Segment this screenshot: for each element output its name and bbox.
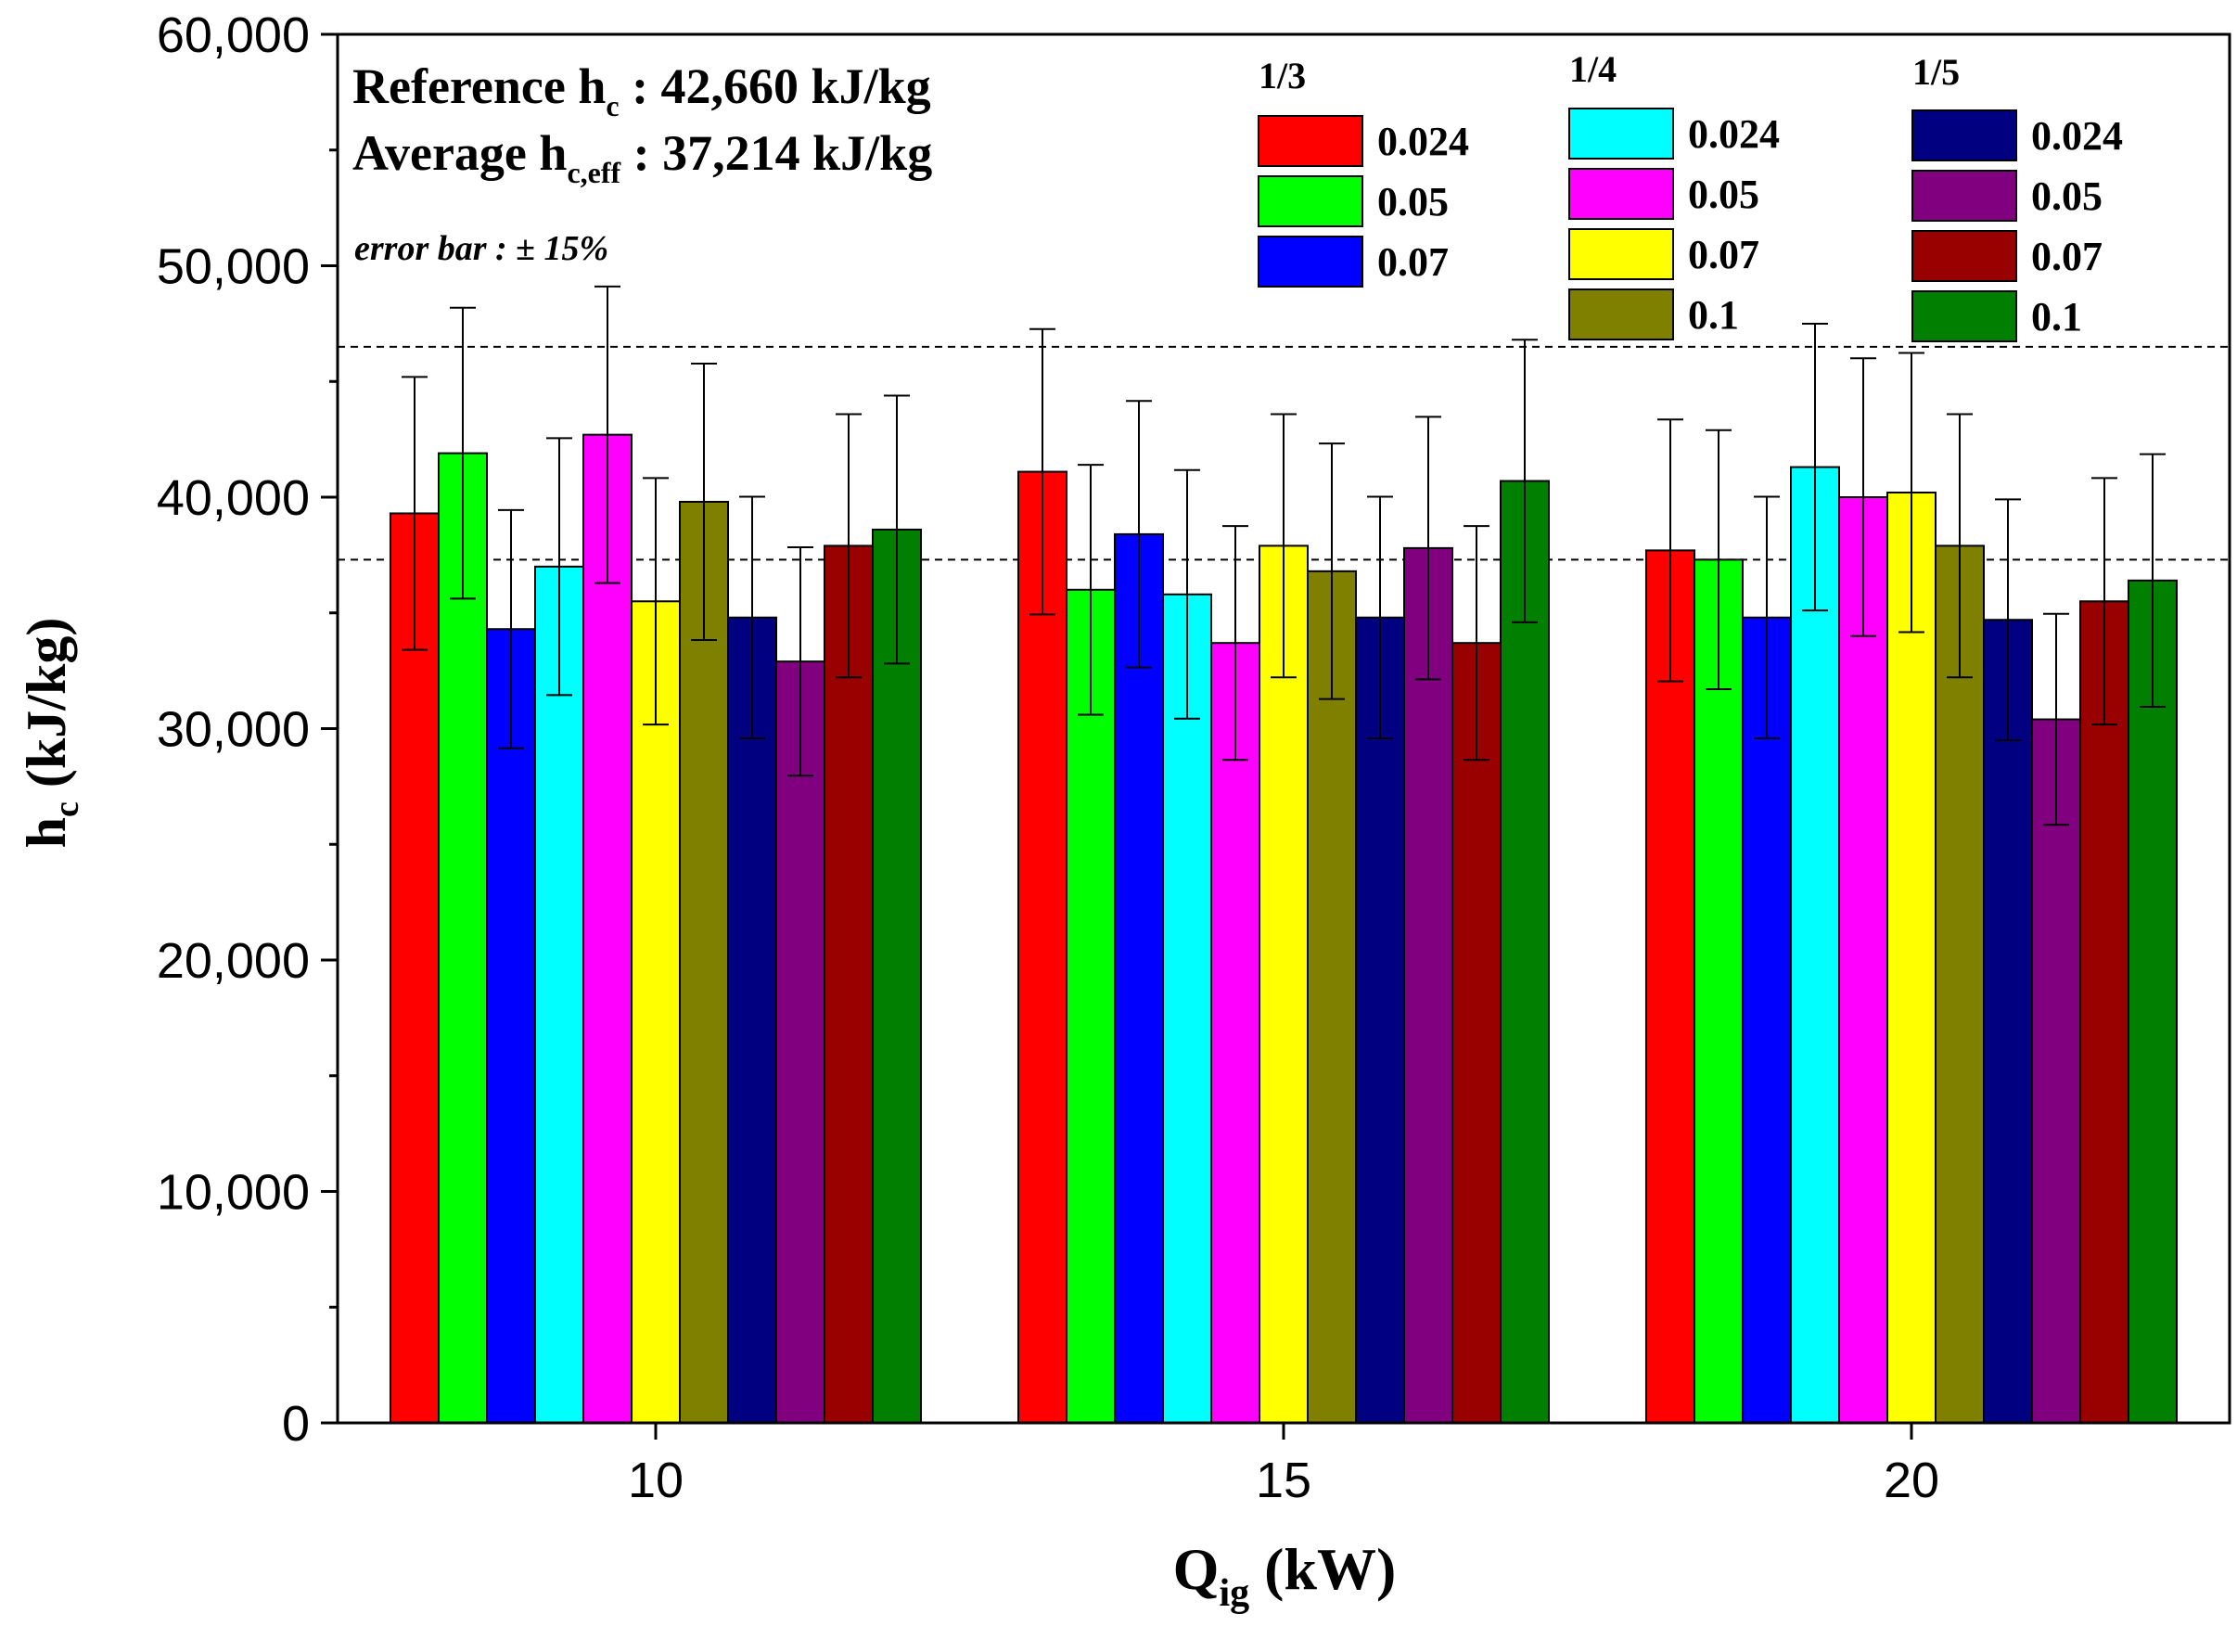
y-tick-label: 20,000 <box>157 933 310 989</box>
bar <box>1983 619 2033 1424</box>
y-tick-label: 50,000 <box>157 239 310 295</box>
legend-label: 0.05 <box>2031 173 2103 219</box>
x-axis-title: Qig (kW) <box>1173 1536 1397 1615</box>
y-tick-label: 10,000 <box>157 1165 310 1221</box>
legend-swatch <box>1568 108 1674 160</box>
y-axis-title: hc (kJ/kg) <box>16 618 86 849</box>
legend-swatch <box>1911 290 2017 342</box>
x-tick-label: 10 <box>628 1453 684 1508</box>
legend-group-title: 1/3 <box>1259 55 1306 96</box>
bar <box>2128 579 2178 1424</box>
bar <box>2031 718 2081 1424</box>
legend-group-title: 1/5 <box>1912 51 1960 93</box>
legend: 1/3 0.024 0.05 0.07 1/4 0.024 0.05 0.07 0.1 1/5 0.… <box>1258 48 2123 342</box>
legend-label: 0.07 <box>1377 239 1449 285</box>
legend-swatch <box>1258 115 1363 167</box>
error-bars <box>402 285 2166 826</box>
legend-label: 0.1 <box>2031 294 2082 339</box>
legend-swatch <box>1911 230 2017 282</box>
legend-label: 0.05 <box>1377 179 1449 224</box>
bar <box>1838 496 1888 1424</box>
legend-label: 0.1 <box>1688 292 1739 338</box>
bar <box>1307 570 1357 1424</box>
legend-swatch <box>1568 228 1674 280</box>
bar <box>727 616 777 1424</box>
legend-swatch <box>1568 168 1674 220</box>
legend-label: 0.024 <box>2031 113 2123 159</box>
x-tick-label: 15 <box>1256 1453 1311 1508</box>
legend-label: 0.024 <box>1377 119 1469 164</box>
bar <box>1114 532 1164 1424</box>
bar <box>872 528 922 1424</box>
bar <box>1935 544 1985 1424</box>
bar <box>775 660 825 1424</box>
bar-marks <box>390 433 2178 1425</box>
legend-label: 0.07 <box>1688 232 1759 277</box>
legend-label: 0.024 <box>1688 111 1780 157</box>
legend-swatch <box>1911 109 2017 161</box>
reference-annotation: Reference hc : 42,660 kJ/kg <box>352 58 931 122</box>
y-tick-label: 40,000 <box>157 470 310 526</box>
bar <box>1162 593 1212 1424</box>
y-tick-label: 60,000 <box>157 7 310 63</box>
legend-label: 0.05 <box>1688 172 1759 217</box>
bar <box>534 565 584 1424</box>
legend-swatch <box>1258 175 1363 227</box>
average-annotation: Average hc,eff : 37,214 kJ/kg <box>352 125 932 189</box>
legend-swatch <box>1258 236 1363 288</box>
bar <box>679 500 729 1424</box>
legend-label: 0.07 <box>2031 234 2103 279</box>
y-axis: 0 10,000 20,000 30,000 40,000 50,000 60,000 <box>157 7 338 1452</box>
bar <box>438 452 488 1425</box>
x-tick-label: 20 <box>1884 1453 1939 1508</box>
bar <box>2079 600 2129 1424</box>
y-tick-label: 0 <box>282 1396 310 1452</box>
bar <box>631 600 681 1424</box>
y-tick-label: 30,000 <box>157 702 310 758</box>
legend-swatch <box>1911 170 2017 222</box>
bar <box>1017 470 1067 1424</box>
legend-group-title: 1/4 <box>1569 48 1617 90</box>
legend-swatch <box>1568 288 1674 340</box>
error-bar-annotation: error bar : ± 15% <box>354 229 608 268</box>
bar <box>1500 480 1550 1424</box>
x-axis: 10 15 20 <box>628 1423 1939 1508</box>
